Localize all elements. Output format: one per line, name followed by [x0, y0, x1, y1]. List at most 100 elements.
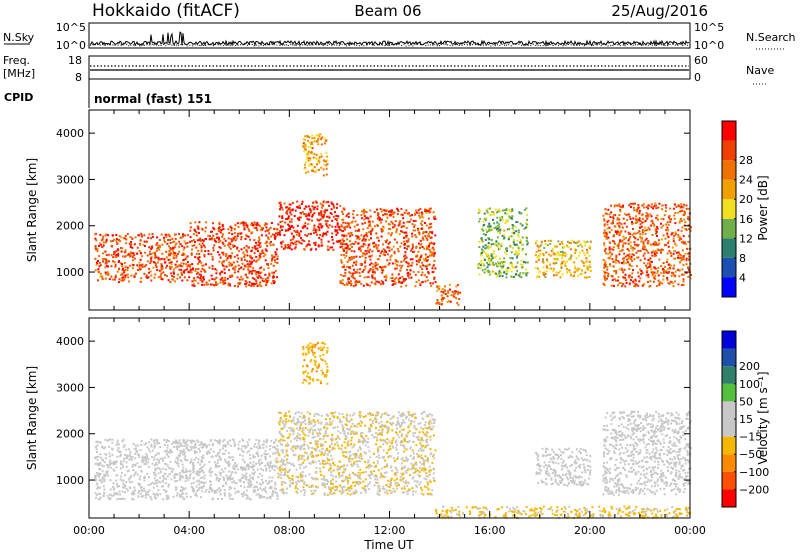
scatter-cell: [181, 463, 184, 466]
scatter-cell: [240, 493, 243, 496]
scatter-cell: [345, 215, 348, 218]
scatter-cell: [116, 455, 119, 458]
scatter-cell: [175, 233, 177, 236]
scatter-cell: [129, 474, 132, 477]
scatter-cell: [222, 484, 225, 487]
scatter-cell: [314, 200, 317, 203]
scatter-cell: [274, 235, 277, 238]
scatter-cell: [340, 254, 343, 256]
scatter-cell: [101, 458, 104, 461]
scatter-cell: [345, 243, 348, 246]
scatter-cell: [542, 274, 545, 276]
scatter-cell: [448, 283, 451, 286]
scatter-cell: [616, 230, 619, 233]
scatter-cell: [369, 263, 371, 266]
scatter-cell: [214, 465, 217, 468]
scatter-cell: [364, 234, 367, 237]
scatter-cell: [214, 268, 217, 271]
scatter-cell: [644, 219, 647, 222]
scatter-cell: [544, 240, 547, 242]
scatter-cell: [180, 268, 183, 271]
scatter-cell: [635, 243, 638, 246]
scatter-cell: [157, 472, 160, 475]
scatter-cell: [411, 243, 414, 246]
scatter-cell: [120, 247, 122, 249]
scatter-cell: [108, 463, 111, 466]
scatter-cell: [442, 292, 445, 295]
scatter-cell: [569, 241, 572, 244]
scatter-cell: [370, 472, 373, 475]
scatter-cell: [484, 233, 487, 236]
scatter-cell: [98, 486, 101, 489]
scatter-cell: [324, 232, 327, 235]
scatter-cell: [358, 271, 361, 274]
scatter-cell: [250, 270, 253, 273]
scatter-cell: [167, 279, 170, 282]
scatter-cell: [483, 264, 486, 267]
scatter-cell: [144, 251, 146, 254]
scatter-cell: [490, 213, 493, 216]
scatter-cell: [96, 440, 99, 443]
scatter-cell: [491, 270, 494, 273]
scatter-cell: [607, 275, 610, 278]
scatter-cell: [421, 213, 424, 216]
scatter-cell: [224, 449, 227, 452]
scatter-cell: [662, 275, 665, 278]
scatter-cell: [386, 253, 389, 256]
scatter-cell: [431, 455, 434, 458]
power-scatter: [94, 133, 692, 306]
scatter-cell: [148, 246, 151, 249]
scatter-cell: [217, 441, 220, 444]
scatter-cell: [670, 233, 673, 236]
scatter-cell: [102, 252, 104, 255]
scatter-cell: [185, 475, 188, 478]
scatter-cell: [136, 252, 139, 255]
scatter-cell: [279, 208, 281, 211]
scatter-cell: [369, 248, 372, 251]
scatter-cell: [270, 222, 273, 224]
scatter-cell: [655, 267, 657, 270]
scatter-cell: [197, 488, 200, 491]
scatter-cell: [277, 223, 280, 226]
scatter-cell: [634, 202, 636, 205]
scatter-cell: [393, 479, 396, 482]
scatter-cell: [326, 248, 329, 251]
scatter-cell: [280, 241, 282, 244]
scatter-cell: [251, 476, 254, 479]
scatter-cell: [195, 473, 198, 476]
scatter-cell: [624, 285, 627, 288]
scatter-cell: [146, 491, 149, 494]
scatter-cell: [228, 492, 231, 495]
scatter-cell: [222, 476, 225, 479]
scatter-cell: [103, 488, 106, 491]
scatter-cell: [305, 171, 307, 174]
scatter-cell: [270, 262, 273, 265]
scatter-cell: [333, 206, 336, 209]
scatter-cell: [603, 244, 606, 247]
scatter-cell: [110, 494, 113, 497]
scatter-cell: [623, 222, 626, 225]
scatter-cell: [184, 459, 187, 462]
scatter-cell: [397, 278, 400, 281]
scatter-cell: [459, 291, 462, 294]
scatter-cell: [308, 218, 311, 221]
scatter-cell: [620, 249, 623, 252]
scatter-cell: [499, 210, 502, 213]
scatter-cell: [99, 441, 102, 444]
scatter-cell: [661, 282, 664, 285]
scatter-cell: [202, 471, 205, 474]
scatter-cell: [606, 223, 609, 226]
scatter-cell: [671, 246, 674, 249]
scatter-cell: [160, 263, 163, 266]
scatter-cell: [479, 267, 482, 270]
scatter-cell: [227, 243, 229, 246]
scatter-cell: [487, 269, 490, 272]
scatter-cell: [347, 216, 350, 218]
scatter-cell: [506, 249, 509, 252]
scatter-cell: [421, 246, 424, 248]
scatter-cell: [617, 276, 620, 278]
scatter-cell: [628, 274, 631, 277]
scatter-cell: [184, 258, 187, 261]
scatter-cell: [215, 269, 218, 272]
scatter-cell: [255, 485, 258, 488]
